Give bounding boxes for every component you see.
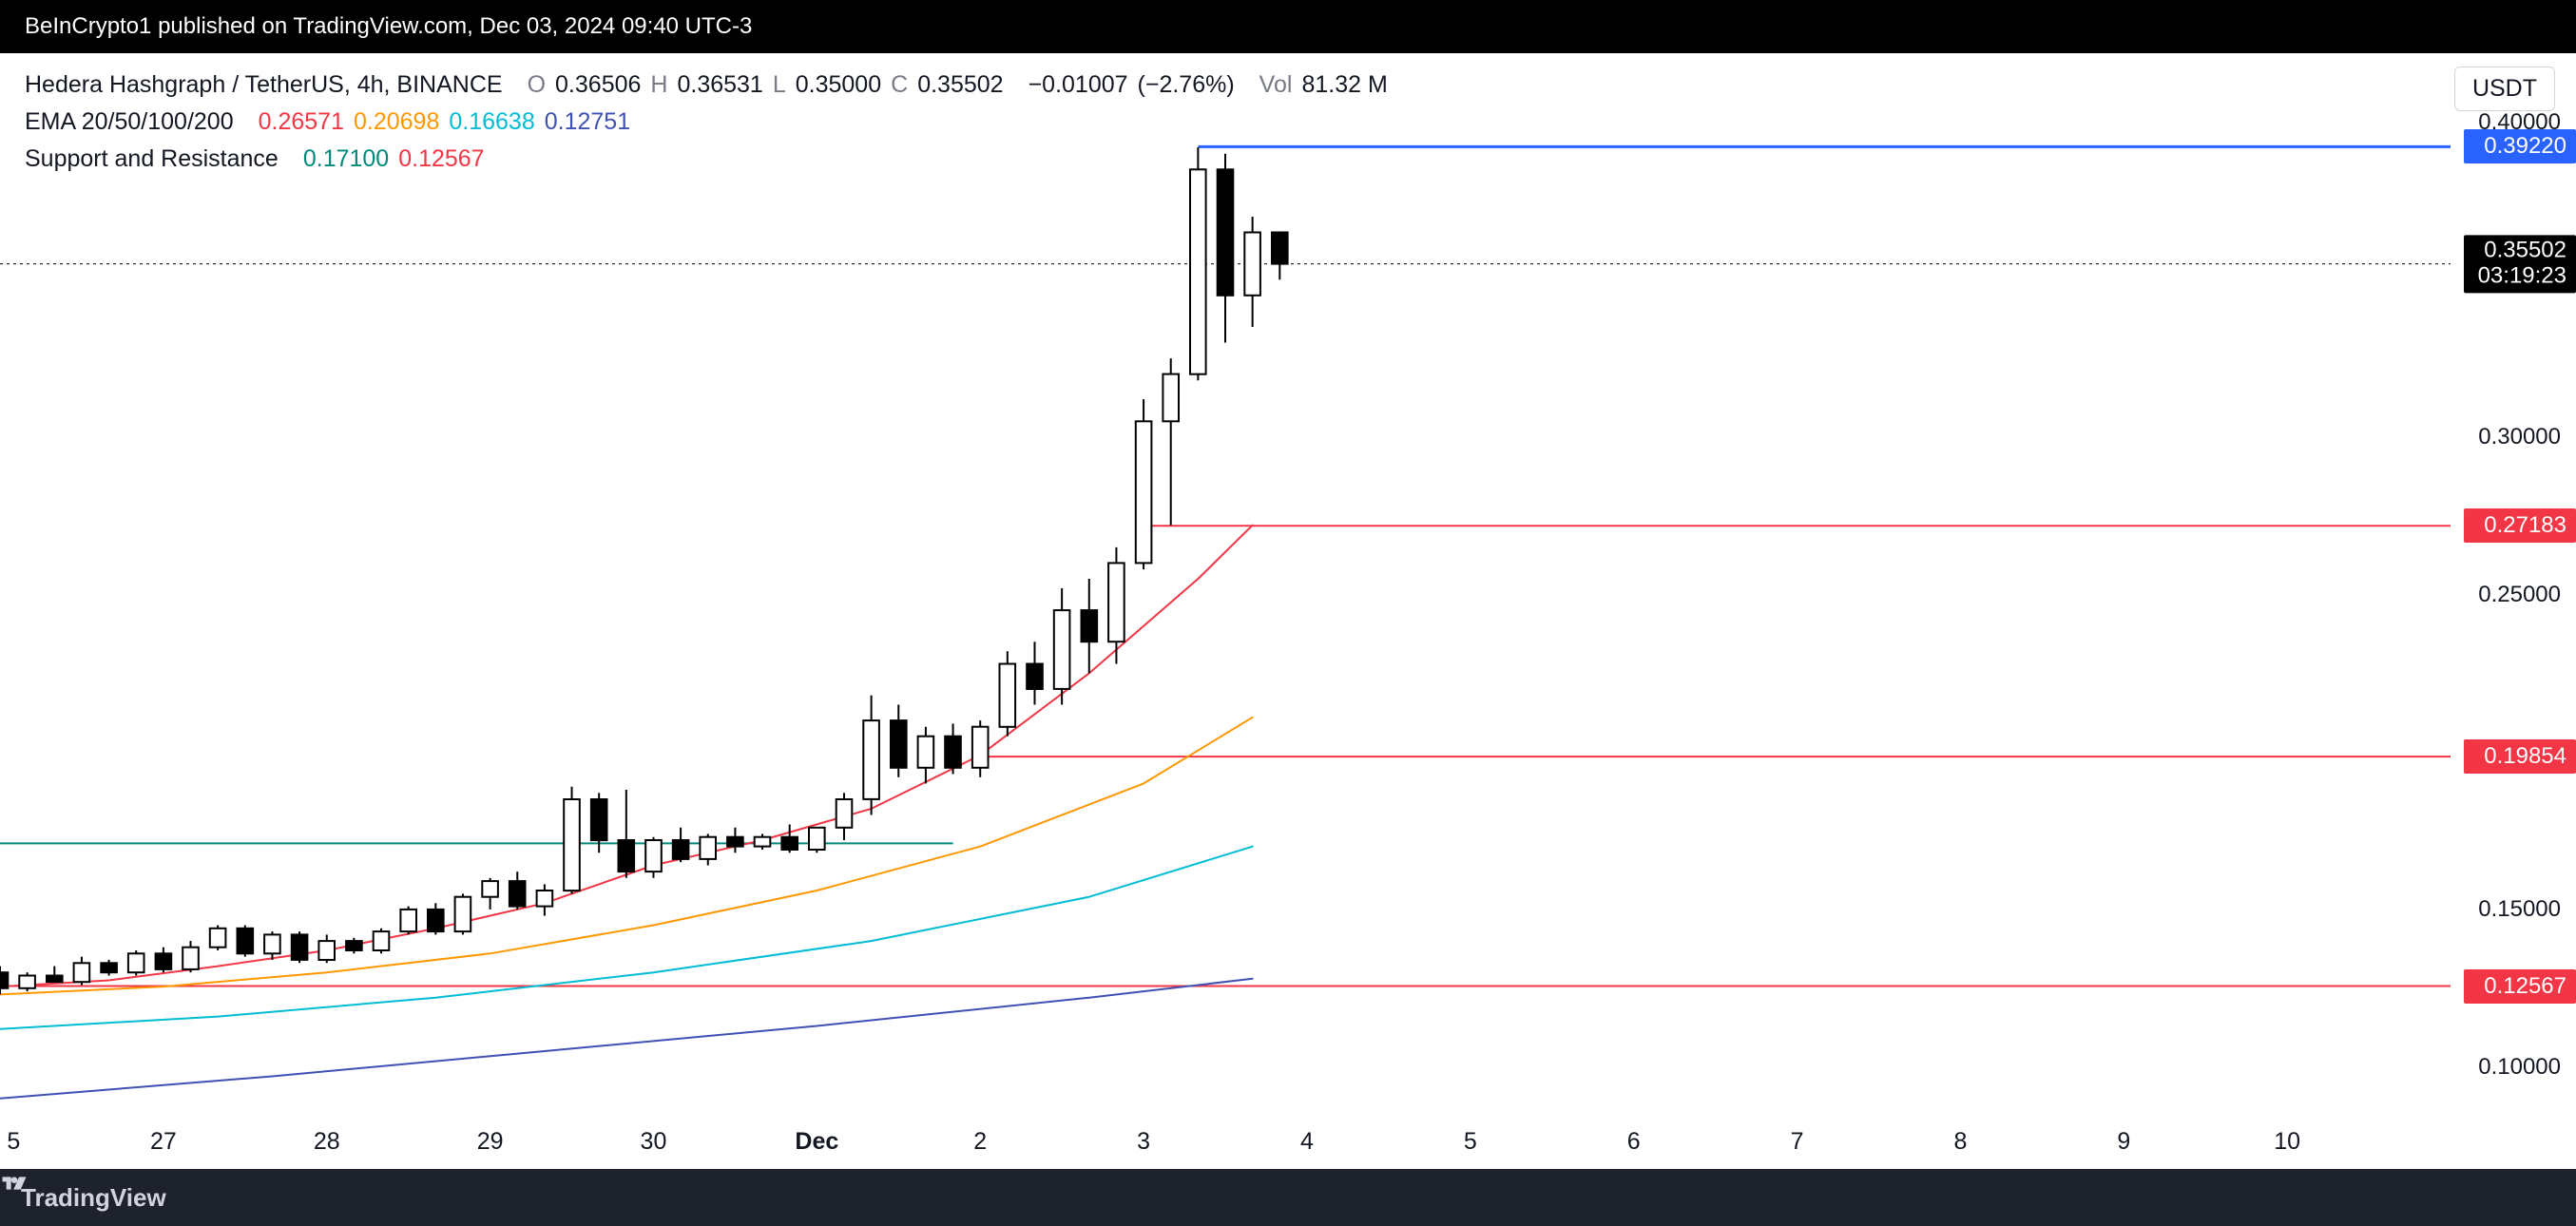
candle[interactable] <box>918 737 934 768</box>
candle[interactable] <box>509 881 526 907</box>
candle[interactable] <box>645 840 662 872</box>
candle[interactable] <box>400 910 416 931</box>
x-tick: 2 <box>973 1128 987 1156</box>
candle[interactable] <box>700 837 716 859</box>
candle[interactable] <box>1054 610 1070 689</box>
x-tick: 3 <box>1137 1128 1150 1156</box>
ohlc-h: 0.36531 <box>677 67 762 104</box>
price-tag[interactable]: 0.12567 <box>2464 969 2576 1004</box>
candle[interactable] <box>836 799 853 828</box>
candle[interactable] <box>809 828 825 850</box>
candle[interactable] <box>1190 169 1206 374</box>
price-tag[interactable]: 0.3550203:19:23 <box>2464 235 2576 293</box>
candle[interactable] <box>863 720 879 799</box>
candle[interactable] <box>1082 610 1098 642</box>
candle[interactable] <box>318 941 335 960</box>
ohlc-l: 0.35000 <box>796 67 881 104</box>
candle[interactable] <box>1244 233 1260 296</box>
y-tick: 0.25000 <box>2478 582 2561 608</box>
x-tick: 10 <box>2274 1128 2300 1156</box>
x-axis[interactable]: 5 27 28 29 30 Dec 2 3 4 5 6 7 8 9 10 <box>0 1108 2451 1169</box>
ohlc-l-label: L <box>773 67 786 104</box>
candle[interactable] <box>673 840 689 859</box>
x-tick: 5 <box>1464 1128 1477 1156</box>
plot-canvas[interactable] <box>0 106 2451 1226</box>
ohlc-o-label: O <box>528 67 546 104</box>
candle[interactable] <box>1136 421 1152 563</box>
ohlc-c-label: C <box>891 67 908 104</box>
symbol-title: Hedera Hashgraph / TetherUS, 4h, BINANCE <box>25 67 503 104</box>
candle[interactable] <box>128 953 144 972</box>
candle[interactable] <box>1027 664 1043 690</box>
chart-area[interactable]: Hedera Hashgraph / TetherUS, 4h, BINANCE… <box>0 53 2576 1226</box>
candle[interactable] <box>238 929 254 954</box>
candle[interactable] <box>1108 563 1125 642</box>
y-tick: 0.15000 <box>2478 896 2561 923</box>
candle[interactable] <box>1218 169 1234 295</box>
candle[interactable] <box>210 929 226 948</box>
price-tag[interactable]: 0.27183 <box>2464 508 2576 543</box>
candle[interactable] <box>945 737 961 768</box>
candle[interactable] <box>891 720 907 768</box>
candle[interactable] <box>292 934 308 960</box>
ohlc-h-label: H <box>650 67 667 104</box>
x-tick: 9 <box>2117 1128 2130 1156</box>
ohlc-c: 0.35502 <box>917 67 1003 104</box>
currency-badge[interactable]: USDT <box>2454 67 2555 111</box>
tradingview-logo-icon <box>0 1169 29 1197</box>
candle[interactable] <box>374 931 390 950</box>
publish-text: BeInCrypto1 published on TradingView.com… <box>25 13 752 40</box>
x-tick: 28 <box>314 1128 340 1156</box>
candle[interactable] <box>537 891 553 907</box>
publish-bar: BeInCrypto1 published on TradingView.com… <box>0 0 2576 53</box>
ohlc-o: 0.36506 <box>555 67 641 104</box>
y-axis[interactable]: 0.400000.350000.300000.250000.200000.150… <box>2451 106 2576 1226</box>
footer-bar: TradingView <box>0 1169 2576 1226</box>
candle[interactable] <box>619 840 635 872</box>
footer-brand: TradingView <box>21 1183 166 1213</box>
y-tick: 0.10000 <box>2478 1054 2561 1081</box>
candle[interactable] <box>482 881 498 897</box>
x-tick: 30 <box>641 1128 667 1156</box>
candle[interactable] <box>101 963 117 972</box>
x-tick: 29 <box>477 1128 504 1156</box>
candle[interactable] <box>183 948 199 969</box>
candle[interactable] <box>455 897 471 931</box>
candle[interactable] <box>47 976 63 983</box>
x-tick: 6 <box>1627 1128 1641 1156</box>
x-tick: 4 <box>1300 1128 1314 1156</box>
candle[interactable] <box>19 976 35 988</box>
candle[interactable] <box>156 953 172 969</box>
change-pct: (−2.76%) <box>1138 67 1235 104</box>
change-abs: −0.01007 <box>1028 67 1128 104</box>
candle[interactable] <box>0 972 8 988</box>
x-tick: 8 <box>1953 1128 1967 1156</box>
x-tick: Dec <box>795 1128 838 1156</box>
candle[interactable] <box>1163 374 1179 422</box>
candle[interactable] <box>564 799 580 891</box>
ema-line <box>0 979 1253 1099</box>
x-tick: 27 <box>150 1128 177 1156</box>
candle[interactable] <box>972 727 989 768</box>
candle[interactable] <box>727 837 743 847</box>
x-tick: 7 <box>1791 1128 1804 1156</box>
candle[interactable] <box>346 941 362 950</box>
chart-root: BeInCrypto1 published on TradingView.com… <box>0 0 2576 1226</box>
candle[interactable] <box>591 799 607 840</box>
candle[interactable] <box>428 910 444 931</box>
vol-value: 81.32 M <box>1301 67 1387 104</box>
price-tag[interactable]: 0.19854 <box>2464 739 2576 774</box>
candle[interactable] <box>755 837 771 847</box>
candle[interactable] <box>1272 233 1288 264</box>
candle[interactable] <box>74 963 90 982</box>
candle[interactable] <box>781 837 798 850</box>
candle[interactable] <box>1000 664 1016 727</box>
y-tick: 0.30000 <box>2478 424 2561 450</box>
x-tick: 5 <box>7 1128 20 1156</box>
candle[interactable] <box>264 934 280 953</box>
vol-label: Vol <box>1259 67 1293 104</box>
price-tag[interactable]: 0.39220 <box>2464 129 2576 163</box>
